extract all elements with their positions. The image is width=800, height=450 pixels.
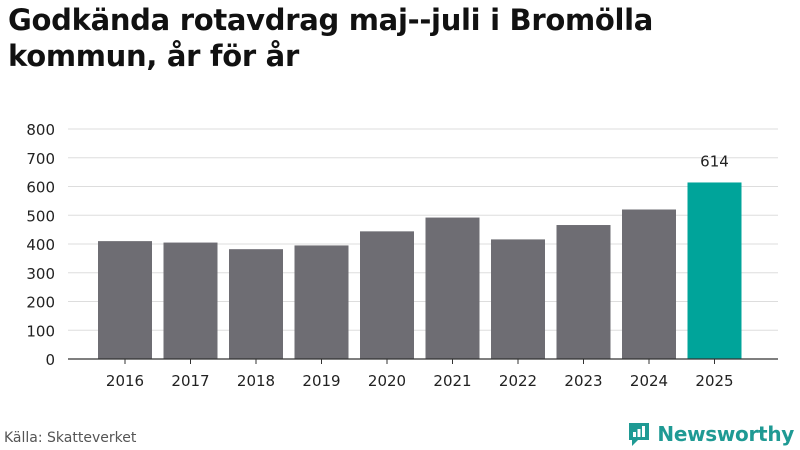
y-tick-label: 700	[26, 150, 55, 168]
brand-name: Newsworthy	[657, 422, 794, 446]
x-tick-label: 2020	[368, 372, 406, 390]
bar-2020	[360, 231, 414, 359]
bar-2025	[687, 182, 742, 359]
x-tick-label: 2025	[695, 372, 733, 390]
bar-2023	[556, 225, 611, 359]
bar-2017	[163, 242, 218, 359]
x-tick-label: 2016	[106, 372, 144, 390]
source-note: Källa: Skatteverket	[4, 430, 137, 446]
y-tick-label: 400	[26, 236, 55, 254]
bar-chart: 0 100 200 300 400 500 600 700 800 2016 2017 2018 201…	[26, 121, 778, 390]
y-tick-label: 100	[26, 322, 55, 340]
x-tick-label: 2018	[237, 372, 275, 390]
y-tick-label: 0	[45, 351, 55, 369]
data-label: 614	[700, 152, 729, 170]
y-tick-label: 500	[26, 207, 55, 225]
x-tick-label: 2024	[630, 372, 668, 390]
bar-2018	[229, 249, 283, 359]
y-tick-label: 300	[26, 265, 55, 283]
x-tick-label: 2023	[564, 372, 602, 390]
newsworthy-logo-icon	[629, 423, 650, 446]
y-tick-label: 600	[26, 179, 55, 197]
brand-logo[interactable]: Newsworthy	[627, 421, 794, 447]
bar-2022	[491, 239, 545, 359]
x-tick-label: 2019	[302, 372, 340, 390]
x-tick-label: 2022	[499, 372, 537, 390]
bar-2016	[98, 241, 152, 359]
bar-2021	[425, 217, 480, 359]
y-tick-label: 800	[26, 121, 55, 139]
x-tick-label: 2017	[171, 372, 209, 390]
x-tick-label: 2021	[433, 372, 471, 390]
bar-2019	[294, 245, 349, 359]
chart-title: Godkända rotavdrag maj--juli i Bromölla …	[8, 3, 654, 73]
y-tick-label: 200	[26, 294, 55, 312]
bar-2024	[622, 209, 676, 359]
